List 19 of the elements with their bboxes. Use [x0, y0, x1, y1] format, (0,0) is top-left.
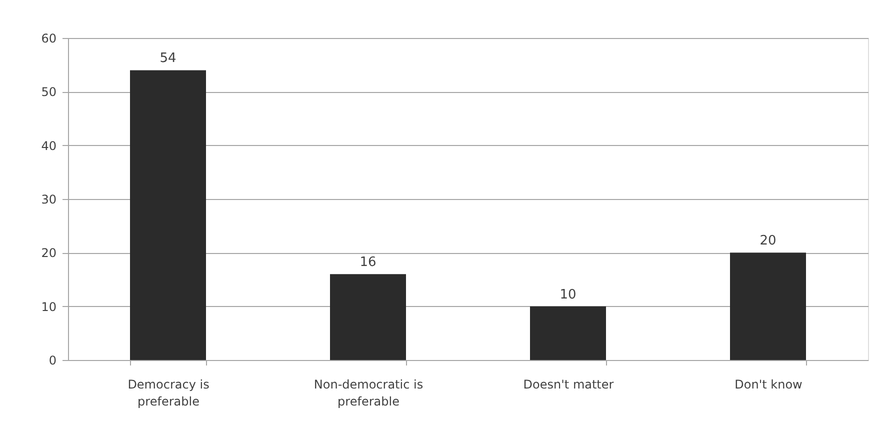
data-label: 54 [160, 51, 176, 66]
x-tick-label: Don't know [734, 378, 803, 392]
x-tick-label: Democracy is preferable [128, 378, 210, 408]
x-tick-label: Non-democratic is preferable [314, 378, 424, 408]
bar [530, 306, 606, 360]
y-tick-label: 10 [41, 300, 56, 314]
y-tick-label: 40 [41, 138, 56, 153]
data-label: 20 [760, 234, 776, 249]
y-tick-label: 20 [41, 246, 56, 260]
data-label: 10 [560, 287, 576, 302]
y-tick-label: 0 [48, 354, 56, 368]
y-tick-label: 30 [41, 192, 56, 206]
bar [130, 70, 206, 360]
bar [330, 274, 406, 360]
x-tick-label: Doesn't matter [523, 378, 614, 392]
y-tick-label: 50 [41, 85, 56, 100]
y-tick-label: 60 [41, 32, 56, 46]
data-label: 16 [360, 255, 376, 270]
bar [730, 252, 806, 360]
